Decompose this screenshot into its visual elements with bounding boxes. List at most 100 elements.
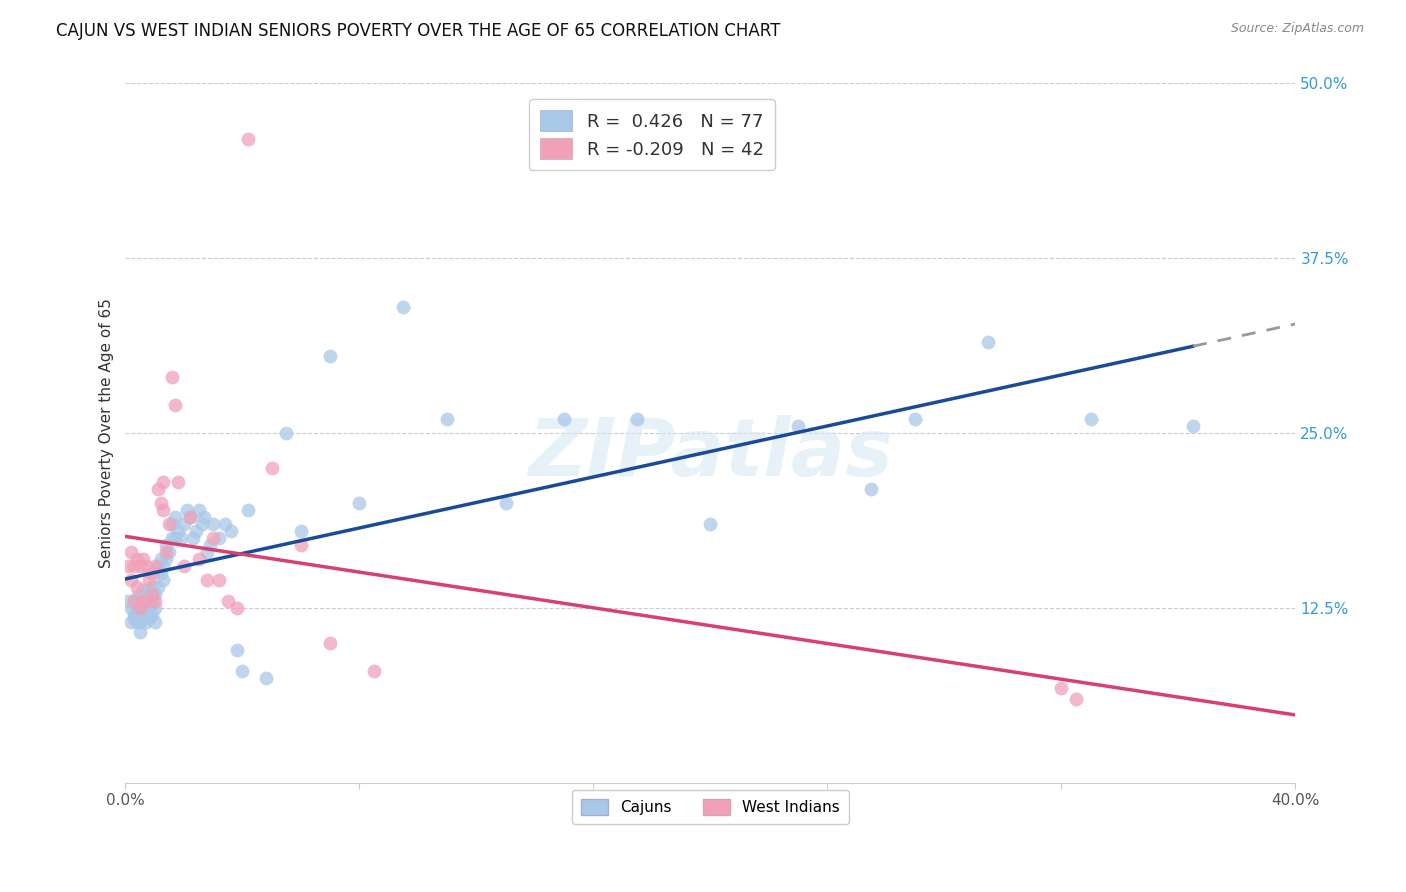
Point bbox=[138, 611, 160, 625]
Point bbox=[165, 398, 187, 412]
Point bbox=[138, 573, 160, 587]
Point bbox=[173, 517, 195, 532]
Point bbox=[699, 517, 721, 532]
Point bbox=[157, 545, 180, 559]
Point bbox=[231, 664, 253, 678]
Point bbox=[193, 510, 215, 524]
Point bbox=[787, 419, 810, 434]
Point bbox=[162, 370, 184, 384]
Point bbox=[238, 503, 260, 517]
Point bbox=[553, 412, 575, 426]
Point bbox=[141, 566, 163, 581]
Point bbox=[135, 587, 157, 601]
Point bbox=[146, 580, 169, 594]
Point bbox=[132, 582, 155, 597]
Point bbox=[1080, 412, 1102, 426]
Point bbox=[143, 594, 166, 608]
Point bbox=[195, 545, 218, 559]
Point bbox=[143, 601, 166, 615]
Point bbox=[157, 517, 180, 532]
Point bbox=[860, 482, 883, 496]
Point bbox=[152, 503, 174, 517]
Point bbox=[135, 594, 157, 608]
Point bbox=[179, 510, 201, 524]
Point bbox=[319, 349, 342, 363]
Legend: Cajuns, West Indians: Cajuns, West Indians bbox=[572, 790, 849, 824]
Point bbox=[436, 412, 458, 426]
Point bbox=[349, 496, 371, 510]
Point bbox=[904, 412, 927, 426]
Point bbox=[363, 664, 385, 678]
Point bbox=[167, 475, 190, 490]
Point bbox=[127, 601, 149, 615]
Point bbox=[117, 594, 139, 608]
Point bbox=[187, 552, 209, 566]
Point bbox=[143, 559, 166, 574]
Point bbox=[129, 559, 152, 574]
Point bbox=[977, 335, 1000, 350]
Point bbox=[122, 594, 145, 608]
Point bbox=[1064, 692, 1087, 706]
Point bbox=[217, 594, 239, 608]
Point bbox=[225, 601, 247, 615]
Point bbox=[120, 573, 142, 587]
Point bbox=[290, 524, 312, 538]
Point bbox=[132, 594, 155, 608]
Point bbox=[225, 643, 247, 657]
Point bbox=[122, 594, 145, 608]
Point bbox=[132, 552, 155, 566]
Point bbox=[152, 559, 174, 574]
Point bbox=[200, 538, 222, 552]
Point bbox=[127, 580, 149, 594]
Point bbox=[179, 510, 201, 524]
Point bbox=[495, 496, 517, 510]
Point bbox=[260, 461, 283, 475]
Point bbox=[238, 132, 260, 146]
Point bbox=[129, 601, 152, 615]
Point bbox=[290, 538, 312, 552]
Point bbox=[162, 517, 184, 532]
Point bbox=[149, 552, 172, 566]
Point bbox=[132, 611, 155, 625]
Point bbox=[129, 608, 152, 623]
Text: Source: ZipAtlas.com: Source: ZipAtlas.com bbox=[1230, 22, 1364, 36]
Point bbox=[152, 475, 174, 490]
Point bbox=[254, 671, 277, 685]
Point bbox=[141, 608, 163, 623]
Point bbox=[149, 496, 172, 510]
Point bbox=[176, 503, 198, 517]
Point bbox=[319, 636, 342, 650]
Point bbox=[208, 573, 231, 587]
Text: CAJUN VS WEST INDIAN SENIORS POVERTY OVER THE AGE OF 65 CORRELATION CHART: CAJUN VS WEST INDIAN SENIORS POVERTY OVE… bbox=[56, 22, 780, 40]
Point bbox=[173, 559, 195, 574]
Point bbox=[122, 608, 145, 623]
Point bbox=[155, 538, 177, 552]
Point bbox=[195, 573, 218, 587]
Point bbox=[1050, 681, 1073, 695]
Point bbox=[135, 559, 157, 574]
Point bbox=[135, 601, 157, 615]
Point bbox=[143, 587, 166, 601]
Point bbox=[141, 580, 163, 594]
Point bbox=[202, 531, 225, 545]
Point bbox=[155, 552, 177, 566]
Point bbox=[127, 552, 149, 566]
Point bbox=[117, 559, 139, 574]
Point bbox=[127, 590, 149, 604]
Point bbox=[120, 601, 142, 615]
Text: ZIPatlas: ZIPatlas bbox=[529, 416, 893, 493]
Point bbox=[152, 573, 174, 587]
Point bbox=[143, 615, 166, 629]
Point bbox=[135, 615, 157, 629]
Point bbox=[162, 531, 184, 545]
Point bbox=[167, 524, 190, 538]
Point bbox=[165, 531, 187, 545]
Point bbox=[208, 531, 231, 545]
Point bbox=[120, 615, 142, 629]
Point bbox=[141, 594, 163, 608]
Point bbox=[214, 517, 236, 532]
Point bbox=[129, 601, 152, 615]
Point bbox=[155, 545, 177, 559]
Point bbox=[120, 545, 142, 559]
Point bbox=[122, 559, 145, 574]
